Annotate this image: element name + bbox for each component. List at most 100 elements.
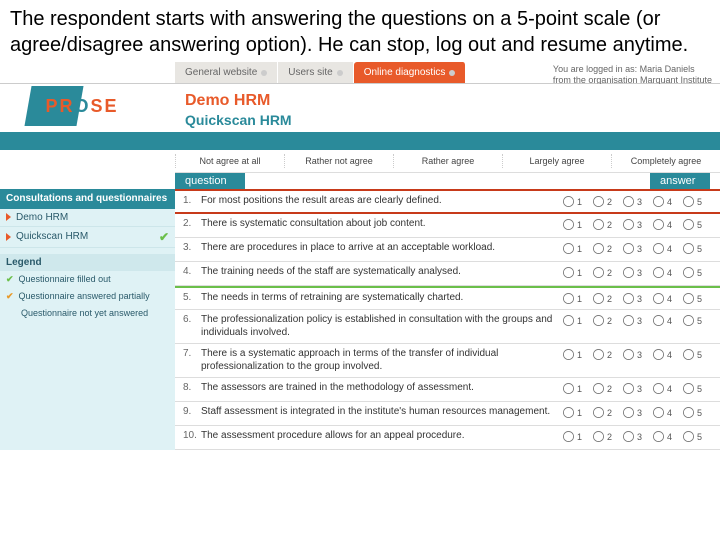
answer-option[interactable]: 5	[682, 218, 712, 231]
radio-input[interactable]	[593, 315, 604, 326]
answer-option[interactable]: 5	[682, 430, 712, 443]
answer-option[interactable]: 4	[652, 382, 682, 395]
radio-input[interactable]	[683, 315, 694, 326]
answer-option[interactable]: 3	[622, 348, 652, 361]
answer-option[interactable]: 3	[622, 195, 652, 208]
answer-option[interactable]: 4	[652, 430, 682, 443]
radio-input[interactable]	[593, 243, 604, 254]
radio-input[interactable]	[563, 243, 574, 254]
answer-option[interactable]: 4	[652, 314, 682, 327]
answer-option[interactable]: 3	[622, 314, 652, 327]
answer-option[interactable]: 2	[592, 242, 622, 255]
nav-tab[interactable]: Users site	[278, 62, 353, 83]
sidebar-item[interactable]: Quickscan HRM✔	[0, 227, 175, 248]
radio-input[interactable]	[683, 219, 694, 230]
answer-option[interactable]: 3	[622, 242, 652, 255]
radio-input[interactable]	[563, 219, 574, 230]
radio-input[interactable]	[653, 196, 664, 207]
radio-input[interactable]	[653, 407, 664, 418]
answer-option[interactable]: 5	[682, 406, 712, 419]
answer-option[interactable]: 5	[682, 348, 712, 361]
radio-input[interactable]	[593, 293, 604, 304]
answer-option[interactable]: 2	[592, 314, 622, 327]
radio-input[interactable]	[563, 407, 574, 418]
radio-input[interactable]	[563, 267, 574, 278]
answer-option[interactable]: 2	[592, 195, 622, 208]
answer-option[interactable]: 4	[652, 266, 682, 279]
answer-option[interactable]: 3	[622, 218, 652, 231]
answer-option[interactable]: 1	[562, 314, 592, 327]
radio-input[interactable]	[593, 196, 604, 207]
radio-input[interactable]	[623, 293, 634, 304]
radio-input[interactable]	[653, 349, 664, 360]
nav-tab[interactable]: General website	[175, 62, 278, 83]
radio-input[interactable]	[653, 431, 664, 442]
answer-option[interactable]: 2	[592, 218, 622, 231]
answer-option[interactable]: 5	[682, 382, 712, 395]
radio-input[interactable]	[593, 349, 604, 360]
radio-input[interactable]	[563, 315, 574, 326]
answer-option[interactable]: 5	[682, 242, 712, 255]
answer-option[interactable]: 2	[592, 292, 622, 305]
answer-option[interactable]: 2	[592, 348, 622, 361]
answer-option[interactable]: 4	[652, 406, 682, 419]
radio-input[interactable]	[683, 349, 694, 360]
answer-option[interactable]: 2	[592, 406, 622, 419]
answer-option[interactable]: 3	[622, 430, 652, 443]
answer-option[interactable]: 1	[562, 348, 592, 361]
radio-input[interactable]	[623, 243, 634, 254]
radio-input[interactable]	[563, 383, 574, 394]
answer-option[interactable]: 1	[562, 292, 592, 305]
answer-option[interactable]: 4	[652, 242, 682, 255]
answer-option[interactable]: 3	[622, 266, 652, 279]
answer-option[interactable]: 2	[592, 430, 622, 443]
answer-option[interactable]: 4	[652, 348, 682, 361]
answer-option[interactable]: 5	[682, 266, 712, 279]
radio-input[interactable]	[653, 383, 664, 394]
radio-input[interactable]	[683, 293, 694, 304]
radio-input[interactable]	[653, 293, 664, 304]
radio-input[interactable]	[683, 267, 694, 278]
radio-input[interactable]	[653, 267, 664, 278]
answer-option[interactable]: 1	[562, 266, 592, 279]
radio-input[interactable]	[623, 349, 634, 360]
radio-input[interactable]	[623, 196, 634, 207]
radio-input[interactable]	[563, 196, 574, 207]
answer-option[interactable]: 5	[682, 292, 712, 305]
radio-input[interactable]	[623, 315, 634, 326]
radio-input[interactable]	[593, 407, 604, 418]
answer-option[interactable]: 1	[562, 382, 592, 395]
answer-option[interactable]: 2	[592, 382, 622, 395]
radio-input[interactable]	[593, 267, 604, 278]
answer-option[interactable]: 1	[562, 195, 592, 208]
radio-input[interactable]	[683, 431, 694, 442]
answer-option[interactable]: 1	[562, 218, 592, 231]
radio-input[interactable]	[623, 383, 634, 394]
answer-option[interactable]: 3	[622, 382, 652, 395]
radio-input[interactable]	[563, 431, 574, 442]
radio-input[interactable]	[593, 431, 604, 442]
sidebar-item[interactable]: Demo HRM	[0, 209, 175, 227]
answer-option[interactable]: 3	[622, 406, 652, 419]
answer-option[interactable]: 1	[562, 242, 592, 255]
radio-input[interactable]	[593, 383, 604, 394]
radio-input[interactable]	[683, 196, 694, 207]
radio-input[interactable]	[623, 219, 634, 230]
answer-option[interactable]: 3	[622, 292, 652, 305]
radio-input[interactable]	[563, 293, 574, 304]
radio-input[interactable]	[623, 407, 634, 418]
answer-option[interactable]: 5	[682, 314, 712, 327]
radio-input[interactable]	[683, 243, 694, 254]
radio-input[interactable]	[683, 407, 694, 418]
radio-input[interactable]	[623, 267, 634, 278]
radio-input[interactable]	[683, 383, 694, 394]
radio-input[interactable]	[563, 349, 574, 360]
answer-option[interactable]: 1	[562, 406, 592, 419]
radio-input[interactable]	[653, 315, 664, 326]
radio-input[interactable]	[653, 219, 664, 230]
answer-option[interactable]: 4	[652, 218, 682, 231]
radio-input[interactable]	[593, 219, 604, 230]
answer-option[interactable]: 5	[682, 195, 712, 208]
radio-input[interactable]	[623, 431, 634, 442]
answer-option[interactable]: 1	[562, 430, 592, 443]
